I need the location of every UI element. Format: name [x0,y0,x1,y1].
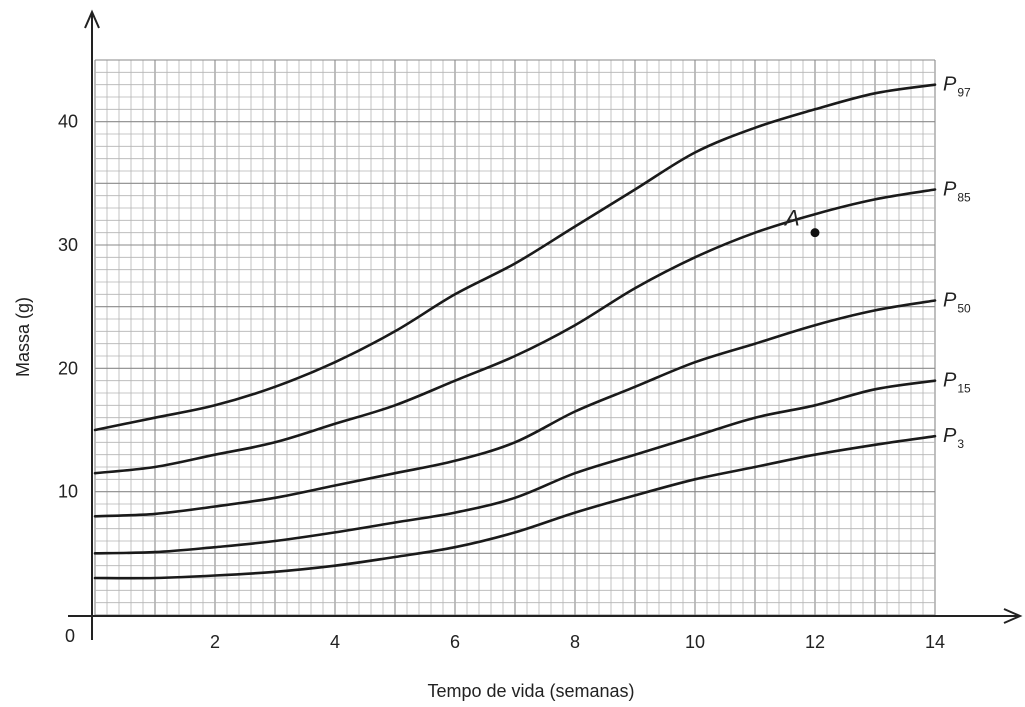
axes [68,9,1023,640]
y-tick-label: 10 [58,482,78,502]
curve-p3 [93,434,937,580]
curve-p15 [93,379,937,555]
y-tick-label: 40 [58,112,78,132]
x-tick-label: 12 [805,632,825,652]
x-tick-label: 14 [925,632,945,652]
curve-label-letter: P [943,290,957,312]
y-axis-arrow [84,9,100,29]
curve-p50 [93,299,937,518]
curve-label-p3: P3 [943,425,964,451]
percentile-curves [93,83,937,580]
annotations: A [783,206,820,238]
y-tick-label: 20 [58,358,78,378]
y-tick-label: 30 [58,235,78,255]
x-tick-label: 10 [685,632,705,652]
origin-label: 0 [65,626,75,646]
x-axis-title: Tempo de vida (semanas) [427,681,634,701]
curve-label-subscript: 3 [957,437,964,451]
curve-label-letter: P [943,425,957,447]
x-tick-label: 4 [330,632,340,652]
curve-label-p85: P85 [943,179,971,205]
curve-label-subscript: 85 [957,191,971,205]
curve-label-letter: P [943,370,957,392]
x-tick-label: 8 [570,632,580,652]
y-axis-title: Massa (g) [13,297,33,377]
curve-label-letter: P [943,179,957,201]
x-tick-label: 6 [450,632,460,652]
point-a-label: A [783,206,800,231]
curve-label-p50: P50 [943,290,971,316]
curve-label-letter: P [943,74,957,96]
grid [94,59,936,616]
curve-label-subscript: 15 [957,382,971,396]
curve-p85 [93,188,937,475]
x-tick-label: 2 [210,632,220,652]
curve-label-subscript: 50 [957,302,971,316]
curve-label-p97: P97 [943,74,971,100]
point-a-marker [810,228,820,238]
curve-p97 [93,83,937,432]
curve-label-subscript: 97 [957,86,971,100]
tick-labels: 2 4 6 8 10 12 14 10 20 30 40 [58,112,945,652]
curve-label-p15: P15 [943,370,971,396]
x-axis-arrow [1003,608,1023,624]
